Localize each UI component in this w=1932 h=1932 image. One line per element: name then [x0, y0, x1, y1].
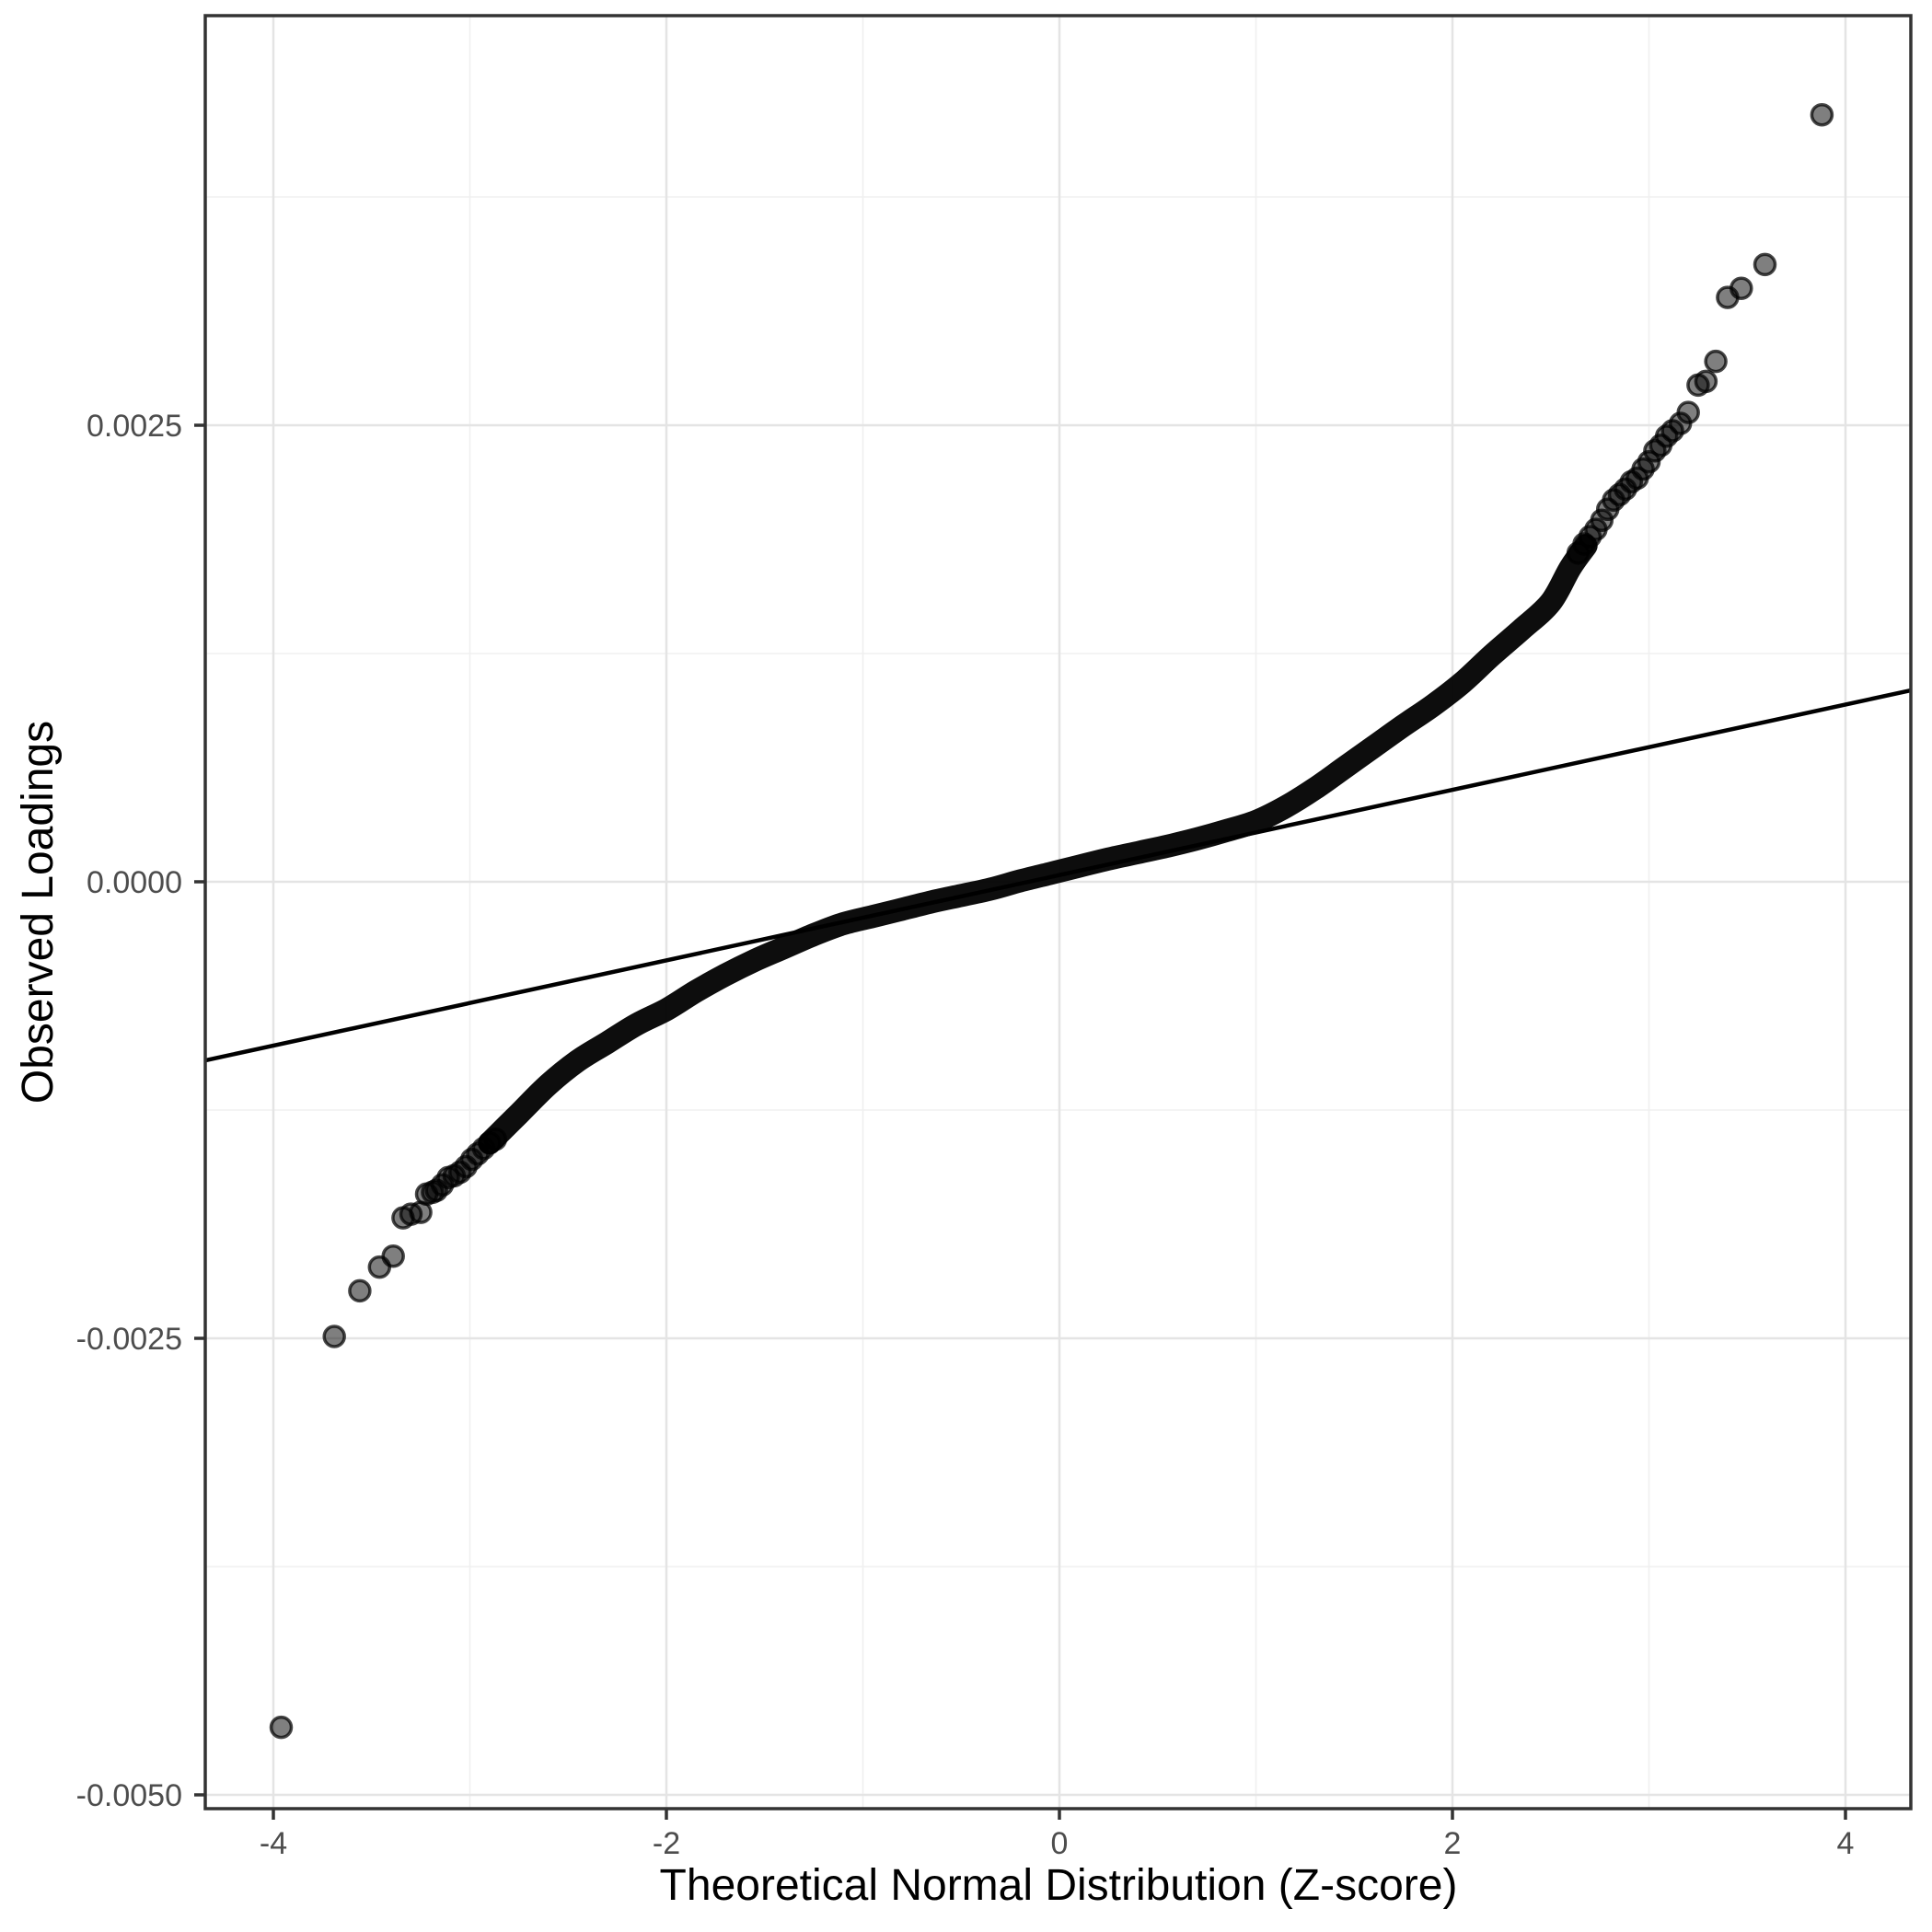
- y-tick-label: 0.0000: [87, 865, 182, 900]
- data-point-right-tail: [1730, 276, 1753, 300]
- panel-border-layer: [203, 14, 1913, 1811]
- tick-labels-layer: -4 -2 0 2 4 0.0025 0.0000 -0.0025 -0.0050: [76, 409, 1855, 1861]
- data-point-right-tail: [1810, 102, 1834, 127]
- dense-point-band: [478, 534, 1598, 1155]
- panel-border: [203, 14, 1913, 1811]
- y-axis-title: Observed Loadings: [14, 721, 63, 1104]
- data-point-right-tail: [1704, 349, 1728, 374]
- x-tick-label: -4: [260, 1826, 287, 1861]
- x-axis-title: Theoretical Normal Distribution (Z-score…: [660, 1861, 1458, 1910]
- data-point-left-tail: [269, 1715, 294, 1740]
- y-tick-label: -0.0050: [76, 1778, 182, 1813]
- tail-points-layer: [269, 102, 1834, 1740]
- data-point-left-tail: [483, 1127, 508, 1151]
- plot-panel: [205, 16, 1911, 1809]
- dense-point-band-layer: [478, 534, 1598, 1155]
- data-point-left-tail: [322, 1325, 346, 1348]
- x-tick-label: 4: [1837, 1826, 1855, 1861]
- panel-background: [205, 16, 1911, 1809]
- data-point-right-tail: [1753, 252, 1777, 277]
- data-point-left-tail: [381, 1244, 405, 1268]
- x-tick-label: -2: [653, 1826, 680, 1861]
- data-point-right-tail: [1694, 369, 1718, 394]
- data-point-left-tail: [348, 1278, 372, 1303]
- axis-ticks-layer: [194, 423, 1847, 1820]
- y-tick-label: 0.0025: [87, 409, 182, 444]
- data-point-right-tail: [1676, 400, 1700, 424]
- x-tick-label: 2: [1444, 1826, 1462, 1861]
- y-tick-label: -0.0025: [76, 1322, 182, 1357]
- x-tick-label: 0: [1051, 1826, 1069, 1861]
